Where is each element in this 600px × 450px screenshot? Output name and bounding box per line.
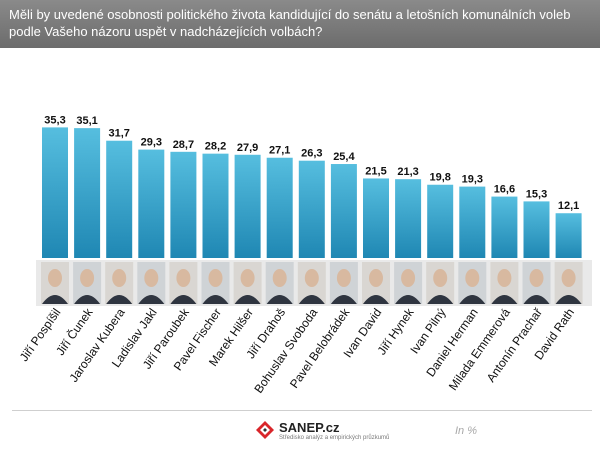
data-label-2: 31,7 [108, 128, 129, 140]
sanep-tagline: Středisko analýz a empirických průzkumů [279, 435, 390, 441]
sanep-logo: SANEP.cz Středisko analýz a empirických … [255, 418, 389, 444]
data-label-14: 16,6 [494, 184, 515, 196]
bar-14 [491, 196, 518, 258]
bar-4 [170, 151, 197, 258]
bar-0 [42, 127, 68, 258]
candidate-face-14 [497, 269, 512, 287]
candidate-suit-0 [42, 295, 68, 304]
candidate-suit-11 [395, 295, 422, 304]
footer-divider [12, 410, 592, 411]
candidate-suit-4 [170, 295, 197, 304]
bar-12 [427, 184, 454, 258]
data-label-0: 35,3 [44, 114, 65, 126]
candidate-suit-6 [234, 295, 261, 304]
candidate-face-12 [433, 269, 448, 287]
data-label-7: 27,1 [269, 145, 290, 157]
data-label-3: 29,3 [141, 137, 162, 149]
candidate-suit-5 [202, 295, 229, 304]
sanep-logo-icon [256, 421, 274, 439]
candidate-suit-12 [427, 295, 454, 304]
candidate-suit-7 [266, 295, 293, 304]
bar-11 [395, 179, 422, 258]
candidate-face-3 [144, 269, 159, 287]
candidate-face-7 [272, 269, 287, 287]
candidate-face-4 [176, 269, 191, 287]
bar-1 [74, 128, 101, 258]
chart-title: Měli by uvedené osobnosti politického ži… [9, 7, 571, 39]
bar-7 [266, 157, 293, 258]
data-label-12: 19,8 [429, 172, 450, 184]
bar-9 [330, 164, 357, 258]
bar-3 [138, 149, 165, 258]
bar-2 [106, 140, 133, 258]
bar-6 [234, 154, 261, 258]
chart-header: Měli by uvedené osobnosti politického ži… [0, 0, 600, 48]
candidate-suit-16 [555, 295, 582, 304]
bar-16 [555, 213, 582, 258]
data-label-11: 21,3 [397, 166, 418, 178]
candidate-suit-14 [491, 295, 518, 304]
candidate-face-8 [304, 269, 319, 287]
data-label-9: 25,4 [333, 151, 355, 163]
candidate-face-16 [561, 269, 576, 287]
sanep-brand: SANEP.cz [279, 420, 340, 435]
unit-label: In % [455, 425, 478, 437]
candidate-face-5 [208, 269, 223, 287]
bar-15 [523, 201, 550, 258]
data-label-16: 12,1 [558, 200, 579, 212]
category-label-0: Jiří Pospíšil [17, 306, 64, 364]
candidate-suit-9 [330, 295, 357, 304]
candidate-face-13 [465, 269, 480, 287]
candidate-face-6 [240, 269, 255, 287]
candidate-suit-1 [74, 295, 101, 304]
candidate-suit-10 [363, 295, 389, 304]
data-label-6: 27,9 [237, 142, 258, 154]
data-label-1: 35,1 [76, 115, 97, 127]
candidate-face-11 [401, 269, 416, 287]
data-label-13: 19,3 [462, 174, 483, 186]
candidate-face-15 [529, 269, 544, 287]
data-label-8: 26,3 [301, 148, 322, 160]
bar-13 [459, 186, 486, 258]
candidate-suit-2 [106, 295, 133, 304]
candidate-face-10 [369, 269, 383, 287]
candidate-suit-8 [298, 295, 325, 304]
candidate-face-0 [48, 269, 62, 287]
bar-10 [363, 178, 389, 258]
candidate-face-2 [112, 269, 127, 287]
candidate-face-9 [336, 269, 351, 287]
candidate-suit-13 [459, 295, 486, 304]
candidate-suit-15 [523, 295, 550, 304]
data-label-4: 28,7 [173, 139, 194, 151]
data-label-15: 15,3 [526, 188, 547, 200]
bar-5 [202, 153, 229, 258]
bar-8 [298, 160, 325, 258]
data-label-10: 21,5 [365, 165, 386, 177]
candidate-suit-3 [138, 295, 165, 304]
data-label-5: 28,2 [205, 141, 226, 153]
candidate-face-1 [80, 269, 95, 287]
